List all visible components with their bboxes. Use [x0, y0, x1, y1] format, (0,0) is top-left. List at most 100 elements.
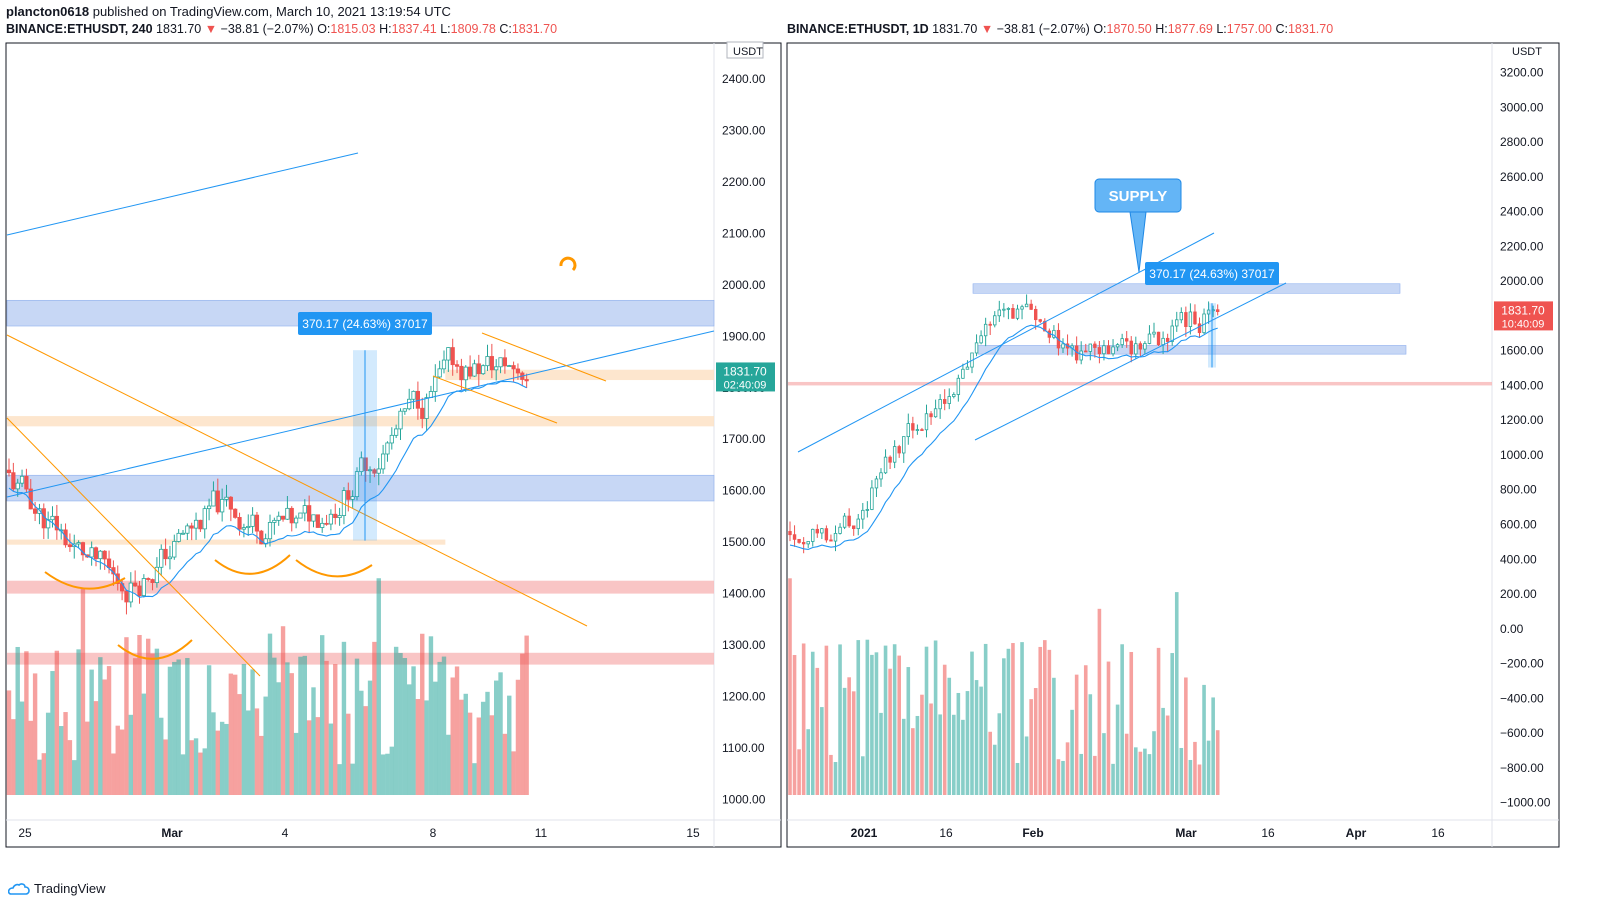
- volume-bar: [398, 652, 403, 795]
- volume-bars: [6, 578, 529, 795]
- volume-bar: [228, 673, 234, 795]
- pattern-arc: [214, 554, 291, 575]
- candle-body: [350, 496, 355, 500]
- volume-bar: [224, 723, 229, 795]
- volume-bar: [810, 651, 815, 795]
- candle-body: [198, 519, 203, 530]
- volume-bar: [485, 691, 490, 795]
- author-name[interactable]: plancton0618: [6, 4, 90, 19]
- volume-bar: [128, 714, 133, 795]
- volume-bar: [246, 710, 251, 795]
- candle-body: [259, 530, 264, 545]
- zone-red: [788, 381, 1492, 386]
- candle-body: [507, 365, 512, 367]
- candle-body: [811, 528, 815, 542]
- volume-bar: [280, 626, 286, 795]
- measure-label-bg: [298, 312, 432, 335]
- volume-bar: [520, 653, 525, 795]
- candle-body: [394, 428, 399, 436]
- y-tick-label: 800.00: [1500, 483, 1537, 497]
- y-tick-label: 2300.00: [722, 123, 766, 137]
- candle-body: [1175, 319, 1179, 327]
- volume-bar: [98, 657, 103, 795]
- volume-bar: [132, 658, 138, 795]
- candle-body: [359, 457, 364, 473]
- last-price-value: 1831.70: [1501, 303, 1545, 317]
- volume-bar: [106, 666, 112, 795]
- volume-bar: [424, 700, 429, 795]
- volume-bar: [1015, 762, 1020, 795]
- volume-bar: [372, 641, 377, 795]
- candle-body: [852, 525, 856, 530]
- volume-bar: [1115, 704, 1120, 795]
- volume-bar: [911, 728, 915, 795]
- right-symbol[interactable]: BINANCE:ETHUSDT: [787, 22, 906, 36]
- candle-body: [815, 528, 819, 534]
- candle-body: [494, 366, 499, 371]
- y-tick-label: 1400.00: [722, 587, 766, 601]
- supply-label: SUPPLY: [1109, 188, 1168, 205]
- volume-bar: [1170, 653, 1174, 795]
- left-interval[interactable]: 240: [131, 22, 153, 36]
- y-tick-label: 600.00: [1500, 517, 1537, 531]
- volume-bar: [89, 669, 94, 795]
- volume-bar: [137, 634, 142, 795]
- candle-body: [511, 365, 516, 370]
- candle-body: [1129, 340, 1133, 355]
- candle-body: [141, 578, 146, 597]
- candle-body: [459, 365, 464, 381]
- candle-body: [1029, 303, 1033, 310]
- volume-bar: [524, 635, 529, 795]
- candle-body: [1006, 308, 1011, 310]
- volume-bar: [202, 748, 207, 795]
- volume-bar: [792, 655, 797, 795]
- x-tick-label: 11: [535, 826, 548, 840]
- candle-body: [185, 525, 190, 534]
- candle-body: [993, 315, 997, 326]
- candle-body: [1125, 338, 1129, 342]
- volume-bar: [172, 661, 177, 795]
- tradingview-brand[interactable]: TradingView: [8, 881, 106, 896]
- right-chart-legend: BINANCE:ETHUSDT, 1D 1831.70 ▼ −38.81 (−2…: [787, 22, 1334, 36]
- candle-body: [389, 434, 394, 444]
- volume-bar: [63, 712, 68, 795]
- candle-body: [320, 522, 325, 528]
- pattern-arc: [44, 571, 126, 590]
- x-tick-label: 15: [686, 826, 700, 840]
- candle-body: [1120, 338, 1124, 346]
- volume-bar: [961, 719, 965, 795]
- trendline-blue: [6, 330, 715, 498]
- right-chart: SUPPLY 370.17 (24.63%) 37017 3200.00 3000.0…: [786, 42, 1560, 848]
- volume-bar: [285, 662, 290, 795]
- volume-bar: [363, 706, 368, 795]
- volume-bar: [446, 734, 451, 795]
- volume-bar: [1020, 642, 1024, 795]
- candle-body: [997, 309, 1001, 317]
- volume-bar: [1215, 730, 1220, 795]
- candle-body: [861, 509, 865, 520]
- x-tick-label: 16: [1431, 826, 1445, 840]
- volume-bar: [420, 633, 425, 795]
- x-tick-label: 2021: [851, 826, 878, 840]
- tradingview-logo-icon: [8, 882, 30, 895]
- candle-body: [956, 377, 961, 395]
- volume-bar: [45, 712, 51, 795]
- zone-orange: [445, 369, 714, 381]
- volume-bar: [924, 646, 929, 795]
- volume-bar: [428, 636, 434, 795]
- left-symbol[interactable]: BINANCE:ETHUSDT: [6, 22, 125, 36]
- candle-body: [1061, 343, 1065, 349]
- moving-average-line: [789, 324, 1218, 550]
- volume-bar: [901, 718, 906, 795]
- volume-bar: [489, 715, 495, 795]
- volume-bar: [159, 717, 164, 795]
- candle-body: [193, 519, 199, 529]
- volume-bar: [463, 693, 468, 795]
- volume-bar: [54, 650, 60, 795]
- volume-bar: [346, 713, 351, 795]
- volume-bar: [842, 687, 847, 795]
- candle-body: [163, 548, 168, 560]
- right-interval[interactable]: 1D: [912, 22, 929, 36]
- volume-bar: [11, 719, 16, 795]
